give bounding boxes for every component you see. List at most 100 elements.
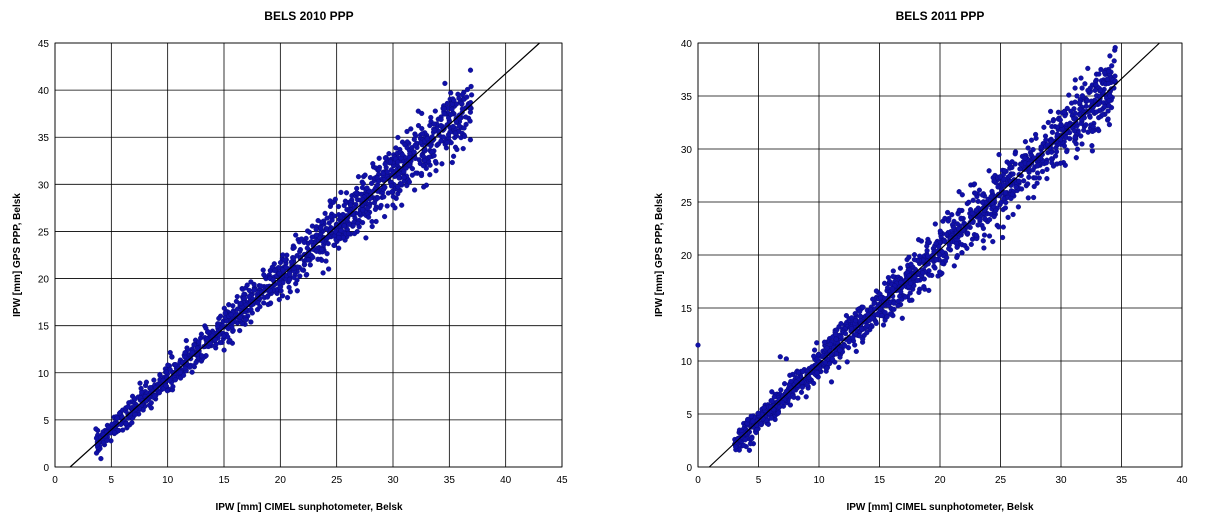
scatter-point: [399, 152, 405, 158]
scatter-point: [147, 385, 153, 391]
scatter-point: [409, 166, 416, 172]
scatter-point: [966, 199, 972, 205]
scatter-point: [431, 153, 437, 159]
scatter-point: [257, 304, 263, 310]
scatter-point: [193, 359, 199, 366]
scatter-point: [305, 257, 311, 263]
scatter-point: [1016, 178, 1022, 184]
scatter-point: [382, 155, 389, 161]
scatter-point: [776, 404, 783, 410]
scatter-point: [356, 224, 362, 230]
scatter-point: [432, 127, 438, 133]
scatter-point: [189, 369, 195, 375]
scatter-point: [867, 307, 874, 313]
scatter-point: [970, 219, 976, 226]
scatter-point: [467, 118, 473, 124]
scatter-point: [1013, 184, 1019, 190]
scatter-point: [448, 90, 454, 96]
scatter-point: [114, 415, 120, 421]
scatter-point: [932, 221, 938, 227]
scatter-point: [467, 67, 474, 73]
y-axis-label: IPW [mm] GPS PPP, Belsk: [654, 193, 665, 317]
scatter-point: [980, 225, 987, 232]
scatter-point: [451, 153, 457, 159]
scatter-point: [419, 126, 425, 132]
scatter-point: [152, 393, 158, 399]
scatter-point: [988, 194, 994, 200]
scatter-point: [1089, 128, 1096, 135]
scatter-point: [838, 334, 844, 340]
scatter-point: [824, 365, 830, 371]
scatter-point: [258, 283, 264, 289]
scatter-point: [393, 145, 399, 151]
scatter-point: [248, 279, 254, 285]
scatter-point: [369, 219, 375, 225]
scatter-point: [932, 265, 938, 271]
scatter-point: [376, 167, 382, 173]
scatter-point: [469, 92, 475, 98]
scatter-point: [320, 270, 326, 276]
y-tick-label: 40: [38, 86, 50, 97]
scatter-point: [163, 383, 169, 389]
y-tick-label: 45: [38, 39, 50, 50]
scatter-point: [1046, 145, 1052, 151]
scatter-point: [993, 207, 999, 214]
scatter-point: [889, 286, 895, 292]
scatter-point: [749, 436, 755, 442]
scatter-point: [1044, 166, 1050, 173]
scatter-point: [936, 252, 943, 258]
scatter-point: [956, 189, 962, 195]
y-tick-label: 25: [38, 227, 50, 238]
scatter-point: [441, 110, 447, 117]
scatter-point: [1028, 137, 1035, 143]
scatter-point: [1057, 117, 1063, 123]
scatter-point: [143, 379, 150, 385]
scatter-point: [950, 224, 957, 231]
scatter-point: [777, 354, 783, 360]
scatter-point: [332, 196, 338, 202]
scatter-point: [1032, 175, 1039, 181]
scatter-point: [384, 203, 390, 209]
x-tick-label: 5: [109, 475, 115, 486]
scatter-point: [468, 83, 474, 90]
scatter-point: [1010, 211, 1016, 218]
scatter-point: [745, 417, 751, 423]
scatter-point: [282, 257, 288, 263]
scatter-point: [937, 228, 943, 234]
scatter-point: [748, 413, 754, 419]
scatter-point: [340, 235, 346, 241]
scatter-point: [1107, 53, 1113, 59]
scatter-point: [958, 215, 964, 221]
scatter-point: [954, 221, 961, 227]
scatter-point: [811, 353, 817, 359]
y-tick-label: 20: [38, 275, 50, 286]
scatter-point: [1000, 196, 1007, 202]
scatter-point: [167, 367, 173, 373]
scatter-point: [401, 169, 407, 175]
scatter-point: [381, 194, 387, 200]
scatter-point: [1105, 108, 1111, 114]
scatter-point: [382, 161, 388, 167]
scatter-point: [151, 377, 157, 383]
scatter-point: [449, 159, 455, 166]
scatter-point: [319, 246, 325, 253]
scatter-point: [313, 232, 320, 238]
scatter-point: [378, 202, 384, 209]
scatter-point: [288, 259, 295, 265]
scatter-point: [833, 331, 839, 338]
scatter-point: [370, 161, 376, 167]
scatter-point: [1026, 174, 1032, 180]
scatter-point: [833, 336, 839, 342]
scatter-point: [450, 123, 456, 130]
scatter-point: [196, 339, 202, 345]
scatter-point: [345, 231, 352, 237]
scatter-point: [874, 312, 880, 318]
scatter-point: [386, 151, 392, 157]
scatter-point: [221, 347, 227, 353]
scatter-point: [419, 110, 425, 117]
scatter-point: [778, 387, 784, 393]
scatter-point: [836, 364, 842, 371]
scatter-point: [864, 323, 870, 329]
scatter-point: [118, 421, 124, 428]
scatter-point: [222, 310, 228, 316]
